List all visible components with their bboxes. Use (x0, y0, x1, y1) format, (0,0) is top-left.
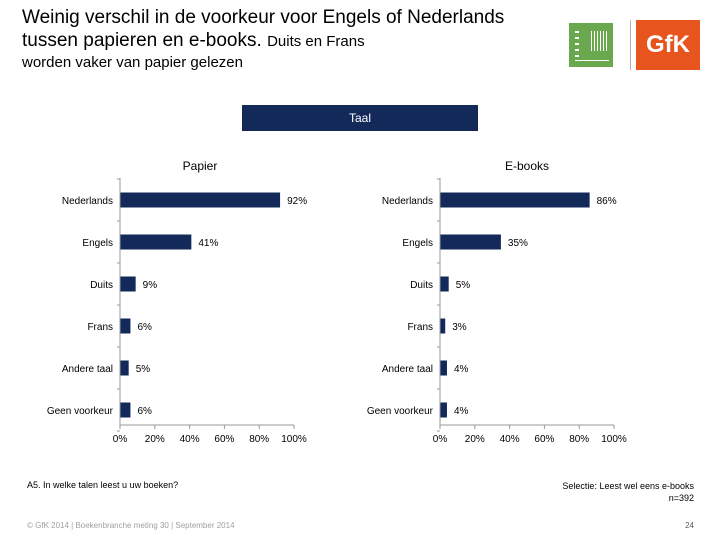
title-small: Duits en Frans (267, 33, 365, 50)
taal-banner: Taal (242, 105, 478, 131)
title-main: Weinig verschil in de voorkeur voor Enge… (22, 7, 505, 51)
bar (120, 234, 192, 250)
value-label: 6% (137, 322, 152, 333)
value-label: 92% (287, 196, 307, 207)
value-label: 5% (136, 364, 151, 375)
bar (440, 402, 447, 418)
selection-text: Selectie: Leest wel eens e-books (562, 481, 694, 491)
bar (440, 192, 590, 208)
bar (120, 360, 129, 376)
category-label: Nederlands (382, 196, 433, 207)
value-label: 86% (597, 196, 617, 207)
value-label: 4% (454, 364, 469, 375)
x-tick-label: 80% (569, 434, 589, 445)
x-tick-label: 20% (145, 434, 165, 445)
bar (440, 360, 447, 376)
x-tick-label: 100% (281, 434, 307, 445)
selection-note: Selectie: Leest wel eens e-books n=392 (562, 480, 694, 504)
category-label: Frans (407, 322, 433, 333)
category-label: Andere taal (382, 364, 433, 375)
logo-dots (575, 31, 579, 57)
x-tick-label: 40% (500, 434, 520, 445)
x-tick-label: 40% (180, 434, 200, 445)
bar (440, 276, 449, 292)
value-label: 3% (452, 322, 467, 333)
x-tick-label: 80% (249, 434, 269, 445)
bar (120, 318, 131, 334)
copyright-footer: © GfK 2014 | Boekenbranche meting 30 | S… (27, 521, 235, 530)
barcode-icon (591, 31, 609, 51)
sample-size: n=392 (668, 493, 694, 503)
value-label: 5% (456, 280, 471, 291)
bar (120, 192, 281, 208)
chart-title: E-books (505, 159, 549, 173)
x-tick-label: 100% (601, 434, 627, 445)
category-label: Andere taal (62, 364, 113, 375)
x-tick-label: 0% (113, 434, 128, 445)
x-tick-label: 0% (433, 434, 448, 445)
chart-title: Papier (183, 159, 218, 173)
category-label: Duits (90, 280, 113, 291)
value-label: 6% (137, 406, 152, 417)
page-title: Weinig verschil in de voorkeur voor Enge… (22, 6, 542, 53)
category-label: Engels (402, 238, 433, 249)
x-tick-label: 60% (214, 434, 234, 445)
category-label: Engels (82, 238, 113, 249)
question-footnote: A5. In welke talen leest u uw boeken? (27, 480, 179, 490)
category-label: Geen voorkeur (47, 406, 114, 417)
logo-line (575, 60, 609, 61)
category-label: Geen voorkeur (367, 406, 434, 417)
value-label: 35% (508, 238, 528, 249)
gfk-logo: GfK (636, 20, 700, 70)
value-label: 9% (143, 280, 158, 291)
x-tick-label: 60% (534, 434, 554, 445)
x-tick-label: 20% (465, 434, 485, 445)
bar (120, 276, 136, 292)
page-number: 24 (685, 521, 694, 530)
bar (120, 402, 131, 418)
bar-charts: Papier Nederlands 92% Engels 41% Duits 9% Frans… (47, 159, 627, 445)
page-subtitle: worden vaker van papier gelezen (22, 54, 243, 71)
barcode-logo (569, 23, 613, 67)
value-label: 4% (454, 406, 469, 417)
category-label: Nederlands (62, 196, 113, 207)
category-label: Duits (410, 280, 433, 291)
bar (440, 318, 446, 334)
bar (440, 234, 501, 250)
category-label: Frans (87, 322, 113, 333)
logo-divider (630, 20, 631, 70)
value-label: 41% (198, 238, 218, 249)
